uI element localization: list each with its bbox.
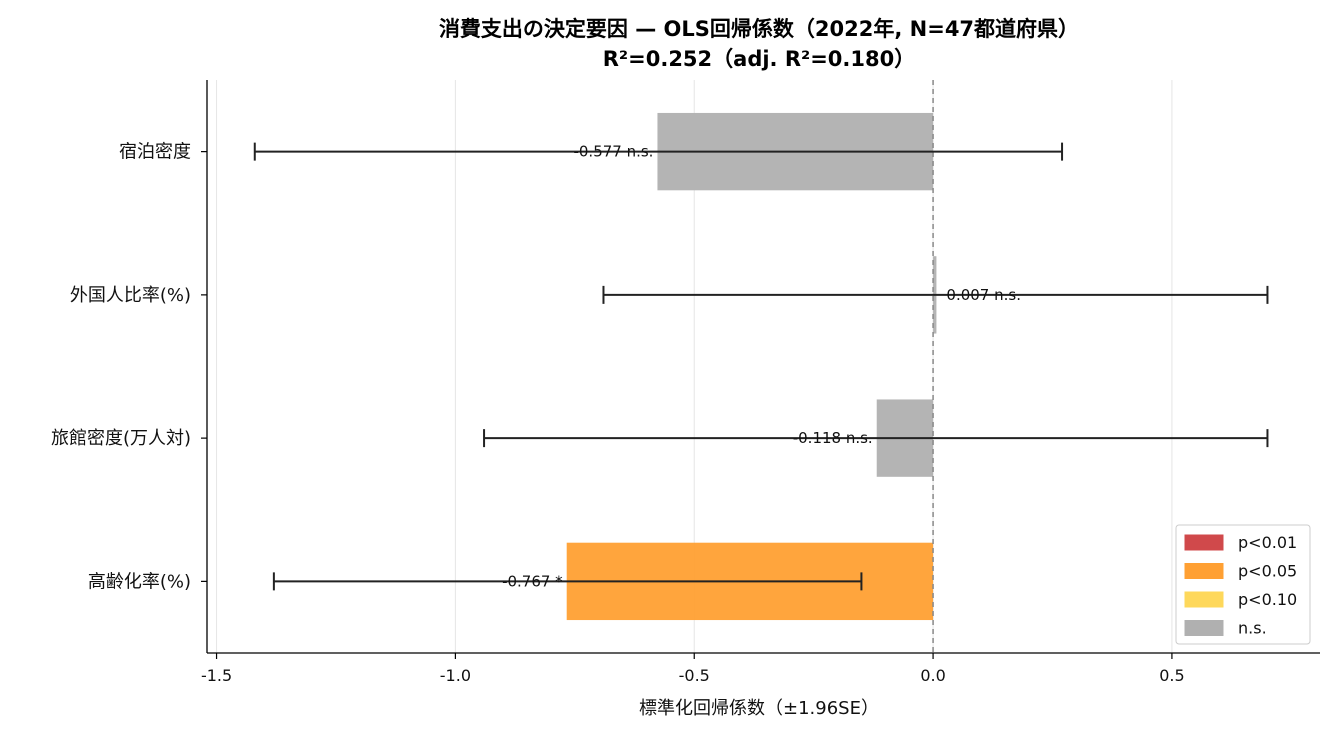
legend-swatch (1184, 620, 1224, 636)
legend-label: n.s. (1238, 619, 1267, 638)
x-tick-label: 0.5 (1159, 666, 1184, 685)
y-tick-label: 高齢化率(%) (88, 571, 191, 592)
bar-data-label: -0.577 n.s. (573, 143, 653, 161)
axes (201, 80, 1320, 659)
bar-data-label: -0.767 * (502, 572, 563, 590)
x-tick-label: -1.5 (201, 666, 232, 685)
y-tick-label: 宿泊密度 (119, 142, 191, 163)
bar-data-labels: -0.577 n.s. 0.007 n.s. -0.118 n.s. -0.767 * (502, 143, 1021, 591)
bar-data-label: -0.118 n.s. (793, 429, 873, 447)
legend-label: p<0.10 (1238, 590, 1297, 609)
legend-swatch (1184, 591, 1224, 608)
confidence-interval-errorbars (253, 142, 1269, 591)
legend-swatch (1184, 563, 1224, 579)
legend-swatch (1184, 534, 1224, 551)
x-tick-label: -1.0 (440, 666, 471, 685)
y-tick-label: 外国人比率(%) (70, 285, 191, 306)
x-tick-label: -0.5 (679, 666, 710, 685)
legend-label: p<0.05 (1238, 562, 1297, 581)
x-tick-label: 0.0 (920, 666, 945, 685)
significance-legend: p<0.01 p<0.05 p<0.10 n.s. (1175, 524, 1311, 645)
x-tick-labels: -1.5 -1.0 -0.5 0.0 0.5 (201, 666, 1185, 685)
y-tick-label: 旅館密度(万人対) (51, 428, 191, 449)
chart-title: 消費支出の決定要因 — OLS回帰係数（2022年, N=47都道府県） (439, 17, 1079, 41)
legend-label: p<0.01 (1238, 533, 1297, 552)
chart-subtitle: R²=0.252（adj. R²=0.180） (603, 47, 915, 71)
bar-data-label: 0.007 n.s. (946, 286, 1021, 304)
x-axis-label: 標準化回帰係数（±1.96SE） (639, 698, 879, 719)
coefficient-bars (566, 112, 937, 621)
legend-box (1175, 524, 1311, 645)
